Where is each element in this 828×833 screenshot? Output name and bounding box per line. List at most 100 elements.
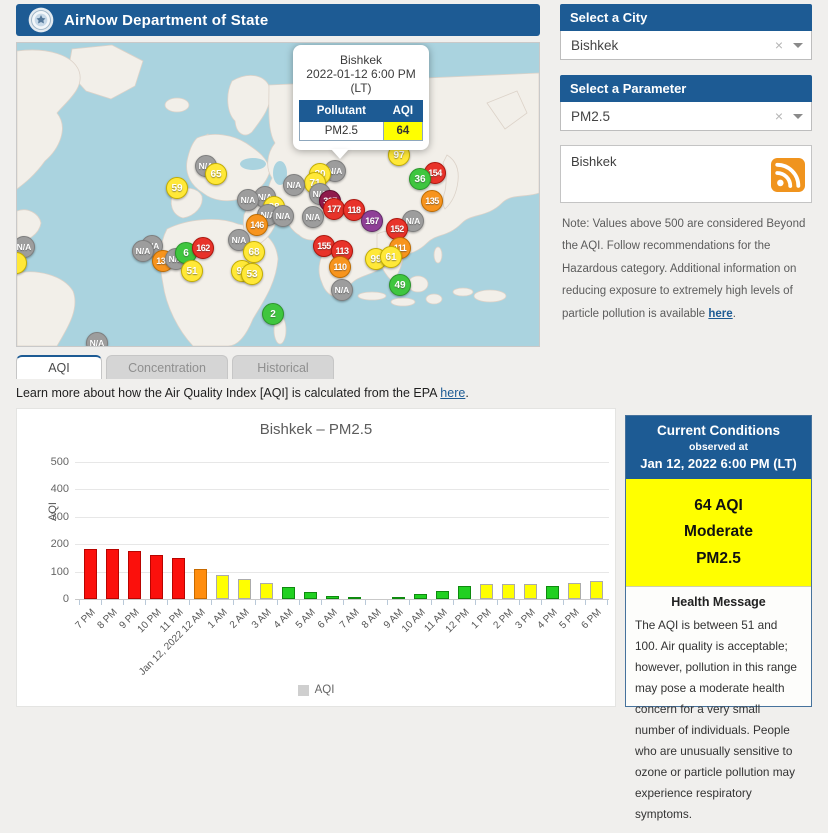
tooltip-city: Bishkek bbox=[339, 53, 383, 67]
chart-bar[interactable] bbox=[149, 555, 163, 599]
department-of-state-seal-icon bbox=[28, 7, 54, 33]
parameter-select[interactable]: PM2.5 × bbox=[560, 102, 812, 131]
map-marker[interactable]: 49 bbox=[389, 274, 411, 296]
chart-bar[interactable] bbox=[215, 575, 229, 599]
y-grid-line bbox=[75, 516, 609, 518]
y-axis-tick-label: 200 bbox=[50, 538, 69, 551]
tooltip-aqi-header: AQI bbox=[382, 100, 424, 122]
map-marker[interactable]: N/A bbox=[237, 189, 259, 211]
parameter-dropdown-caret-icon[interactable] bbox=[793, 113, 803, 119]
chart-bar[interactable] bbox=[567, 583, 581, 599]
aqi-category: Moderate bbox=[684, 523, 753, 541]
feed-city-name: Bishkek bbox=[571, 154, 617, 169]
map-marker[interactable]: 177 bbox=[323, 198, 345, 220]
x-axis-tick bbox=[541, 600, 542, 605]
map-marker[interactable]: 61 bbox=[380, 246, 402, 268]
map-marker[interactable]: N/A bbox=[302, 206, 324, 228]
map-basemap bbox=[17, 43, 539, 346]
tab-aqi[interactable]: AQI bbox=[16, 355, 102, 379]
map-marker[interactable]: N/A bbox=[272, 205, 294, 227]
tab-bar: AQI Concentration Historical bbox=[16, 355, 334, 380]
select-city-label: Select a City bbox=[560, 4, 812, 31]
x-axis-tick bbox=[299, 600, 300, 605]
x-axis-tick bbox=[79, 600, 80, 605]
legend-label: AQI bbox=[314, 684, 335, 696]
app-title: AirNow Department of State bbox=[64, 11, 269, 29]
map-marker[interactable]: 110 bbox=[329, 256, 351, 278]
x-axis-tick bbox=[145, 600, 146, 605]
map-marker[interactable]: N/A bbox=[132, 240, 154, 262]
y-axis-tick-label: 100 bbox=[50, 565, 69, 578]
chart-bar[interactable] bbox=[325, 596, 339, 599]
chart-bar[interactable] bbox=[347, 597, 361, 599]
map-marker[interactable]: N/A bbox=[283, 174, 305, 196]
map-marker[interactable]: 146 bbox=[246, 214, 268, 236]
map-marker[interactable]: 53 bbox=[241, 263, 263, 285]
map-marker[interactable]: 135 bbox=[421, 190, 443, 212]
chart-bar[interactable] bbox=[281, 587, 295, 599]
chart-bar[interactable] bbox=[83, 549, 97, 599]
tab-historical[interactable]: Historical bbox=[232, 355, 334, 379]
chart-bar[interactable] bbox=[237, 579, 251, 599]
map-marker[interactable]: 162 bbox=[192, 237, 214, 259]
chart-bar[interactable] bbox=[413, 594, 427, 599]
chart-bar[interactable] bbox=[457, 586, 471, 599]
map-marker[interactable]: 36 bbox=[409, 168, 431, 190]
map-marker[interactable]: N/A bbox=[86, 332, 108, 346]
x-axis-tick bbox=[497, 600, 498, 605]
x-axis-tick bbox=[563, 600, 564, 605]
parameter-clear-icon[interactable]: × bbox=[774, 108, 783, 124]
current-conditions-title: Current Conditions bbox=[657, 423, 780, 438]
chart-bar[interactable] bbox=[193, 569, 207, 599]
health-message-title: Health Message bbox=[671, 595, 766, 610]
city-select[interactable]: Bishkek × bbox=[560, 31, 812, 60]
map-marker[interactable]: 59 bbox=[166, 177, 188, 199]
world-map[interactable]: N/A65599715436135N/A15211149N/A8071N/AN/… bbox=[16, 42, 540, 347]
chart-title: Bishkek – PM2.5 bbox=[259, 421, 373, 438]
chart-bar[interactable] bbox=[105, 549, 119, 599]
map-marker[interactable]: N/A bbox=[331, 279, 353, 301]
chart-bar[interactable] bbox=[259, 583, 273, 599]
app-header: AirNow Department of State bbox=[16, 4, 540, 36]
tooltip-datetime: 2022-01-12 6:00 PM bbox=[306, 67, 416, 81]
note-here-link[interactable]: here bbox=[708, 307, 733, 320]
note-body: Note: Values above 500 are considered Be… bbox=[562, 218, 806, 320]
chart-bar[interactable] bbox=[501, 584, 515, 599]
chart-bar[interactable] bbox=[303, 592, 317, 599]
y-grid-line bbox=[75, 571, 609, 573]
chart-bar[interactable] bbox=[589, 581, 603, 599]
x-axis-tick bbox=[211, 600, 212, 605]
map-marker[interactable]: 2 bbox=[262, 303, 284, 325]
map-marker[interactable]: 118 bbox=[343, 199, 365, 221]
note-period: . bbox=[732, 307, 736, 320]
chart-bar[interactable] bbox=[479, 584, 493, 599]
map-marker[interactable]: 167 bbox=[361, 210, 383, 232]
city-clear-icon[interactable]: × bbox=[774, 37, 783, 53]
aqi-value-line: 64 AQI bbox=[694, 497, 743, 514]
observed-at-label: observed at bbox=[689, 441, 748, 453]
x-axis-tick bbox=[277, 600, 278, 605]
city-dropdown-caret-icon[interactable] bbox=[793, 42, 803, 48]
chart-bar[interactable] bbox=[391, 597, 405, 599]
map-marker[interactable]: 65 bbox=[205, 163, 227, 185]
x-axis-tick bbox=[233, 600, 234, 605]
chart-bar[interactable] bbox=[545, 586, 559, 599]
x-axis-tick bbox=[321, 600, 322, 605]
x-axis-tick bbox=[343, 600, 344, 605]
map-marker[interactable]: 68 bbox=[243, 241, 265, 263]
chart-bar[interactable] bbox=[523, 584, 537, 599]
y-axis-tick-label: 500 bbox=[50, 456, 69, 468]
chart-bar[interactable] bbox=[435, 591, 449, 599]
chart-bar[interactable] bbox=[171, 558, 185, 599]
x-axis-tick bbox=[255, 600, 256, 605]
learn-more-here-link[interactable]: here bbox=[440, 386, 466, 400]
tab-concentration[interactable]: Concentration bbox=[106, 355, 228, 379]
chart-bar[interactable] bbox=[127, 551, 141, 599]
note-text: Note: Values above 500 are considered Be… bbox=[560, 213, 812, 325]
x-axis-tick bbox=[409, 600, 410, 605]
map-marker[interactable]: 51 bbox=[181, 260, 203, 282]
x-axis-tick bbox=[607, 600, 608, 605]
rss-icon[interactable] bbox=[771, 158, 805, 197]
y-grid-line bbox=[75, 544, 609, 546]
legend-swatch-icon bbox=[297, 684, 309, 696]
